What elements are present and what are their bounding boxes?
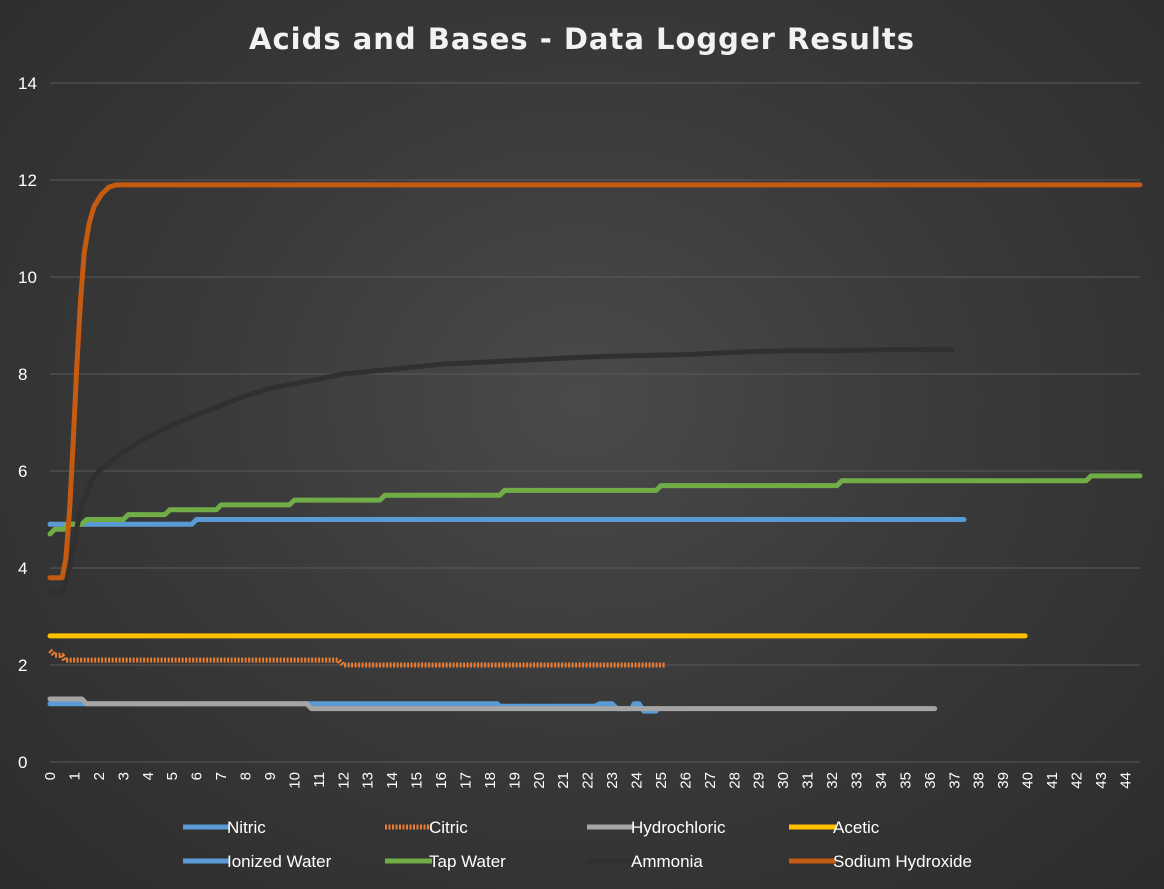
x-axis-ticks: 0 1 2 3 4 5 6 7 8 9 10 11 12 13 14 15 16 17 18 19 20 21 22 23 24… bbox=[42, 772, 1134, 789]
y-tick-label: 2 bbox=[18, 656, 27, 675]
x-tick-label: 2 bbox=[91, 772, 108, 780]
x-tick-label: 14 bbox=[384, 772, 401, 789]
x-tick-label: 33 bbox=[849, 772, 866, 789]
series-line-sodium-hydroxide bbox=[47, 182, 1143, 581]
x-tick-label: 41 bbox=[1044, 772, 1061, 789]
y-tick-label: 12 bbox=[18, 171, 37, 190]
legend-label: Sodium Hydroxide bbox=[833, 852, 972, 871]
x-tick-label: 43 bbox=[1093, 772, 1110, 789]
x-tick-label: 37 bbox=[946, 772, 963, 789]
legend-label: Ionized Water bbox=[227, 852, 332, 871]
x-tick-label: 28 bbox=[726, 772, 743, 789]
legend: Nitric Citric Hydrochloric Acetic Ionized Wa… bbox=[183, 818, 972, 871]
legend-label: Citric bbox=[429, 818, 468, 837]
y-tick-label: 6 bbox=[18, 462, 27, 481]
x-tick-label: 38 bbox=[971, 772, 988, 789]
x-tick-label: 24 bbox=[629, 772, 646, 789]
x-tick-label: 15 bbox=[409, 772, 426, 789]
x-tick-label: 6 bbox=[189, 772, 206, 780]
x-tick-label: 27 bbox=[702, 772, 719, 789]
x-tick-label: 19 bbox=[506, 772, 523, 789]
x-tick-label: 18 bbox=[482, 772, 499, 789]
x-tick-label: 32 bbox=[824, 772, 841, 789]
x-tick-label: 16 bbox=[433, 772, 450, 789]
series-line-ionized-water bbox=[47, 517, 967, 527]
series-line-citric bbox=[48, 648, 666, 668]
y-tick-label: 10 bbox=[18, 268, 37, 287]
gridlines bbox=[50, 82, 1140, 763]
x-tick-label: 13 bbox=[360, 772, 377, 789]
x-tick-label: 34 bbox=[873, 772, 890, 789]
x-tick-label: 11 bbox=[311, 772, 328, 788]
x-tick-label: 23 bbox=[604, 772, 621, 789]
y-tick-label: 0 bbox=[18, 753, 27, 772]
x-tick-label: 21 bbox=[555, 772, 572, 789]
y-tick-label: 8 bbox=[18, 365, 27, 384]
legend-label: Hydrochloric bbox=[631, 818, 726, 837]
x-tick-label: 25 bbox=[653, 772, 670, 789]
y-tick-label: 4 bbox=[18, 559, 27, 578]
plot-area bbox=[47, 182, 1143, 714]
legend-label: Nitric bbox=[227, 818, 266, 837]
x-tick-label: 4 bbox=[140, 772, 157, 780]
x-tick-label: 26 bbox=[677, 772, 694, 789]
legend-label: Tap Water bbox=[429, 852, 506, 871]
x-tick-label: 3 bbox=[115, 772, 132, 780]
x-tick-label: 8 bbox=[238, 772, 255, 780]
x-tick-label: 12 bbox=[335, 772, 352, 789]
x-tick-label: 5 bbox=[164, 772, 181, 780]
y-axis-ticks: 0 2 4 6 8 10 12 14 bbox=[18, 74, 37, 772]
legend-label: Acetic bbox=[833, 818, 880, 837]
x-tick-label: 42 bbox=[1068, 772, 1085, 789]
x-tick-label: 31 bbox=[800, 772, 817, 789]
x-tick-label: 10 bbox=[286, 772, 303, 789]
x-tick-label: 1 bbox=[66, 772, 83, 780]
x-tick-label: 20 bbox=[531, 772, 548, 789]
legend-label: Ammonia bbox=[631, 852, 703, 871]
x-tick-label: 39 bbox=[995, 772, 1012, 789]
x-tick-label: 9 bbox=[262, 772, 279, 780]
x-tick-label: 36 bbox=[922, 772, 939, 789]
chart-title: Acids and Bases - Data Logger Results bbox=[249, 22, 915, 56]
x-tick-label: 0 bbox=[42, 772, 59, 780]
x-tick-label: 44 bbox=[1117, 772, 1134, 789]
y-tick-label: 14 bbox=[18, 74, 37, 93]
x-tick-label: 22 bbox=[580, 772, 597, 789]
x-tick-label: 29 bbox=[751, 772, 768, 789]
series-line-tap-water bbox=[47, 473, 1143, 537]
x-tick-label: 17 bbox=[457, 772, 474, 789]
series-line-ammonia bbox=[47, 347, 955, 595]
x-tick-label: 30 bbox=[775, 772, 792, 789]
x-tick-label: 7 bbox=[213, 772, 230, 780]
x-tick-label: 40 bbox=[1020, 772, 1037, 789]
x-tick-label: 35 bbox=[897, 772, 914, 789]
series-line-hydrochloric bbox=[47, 696, 938, 712]
